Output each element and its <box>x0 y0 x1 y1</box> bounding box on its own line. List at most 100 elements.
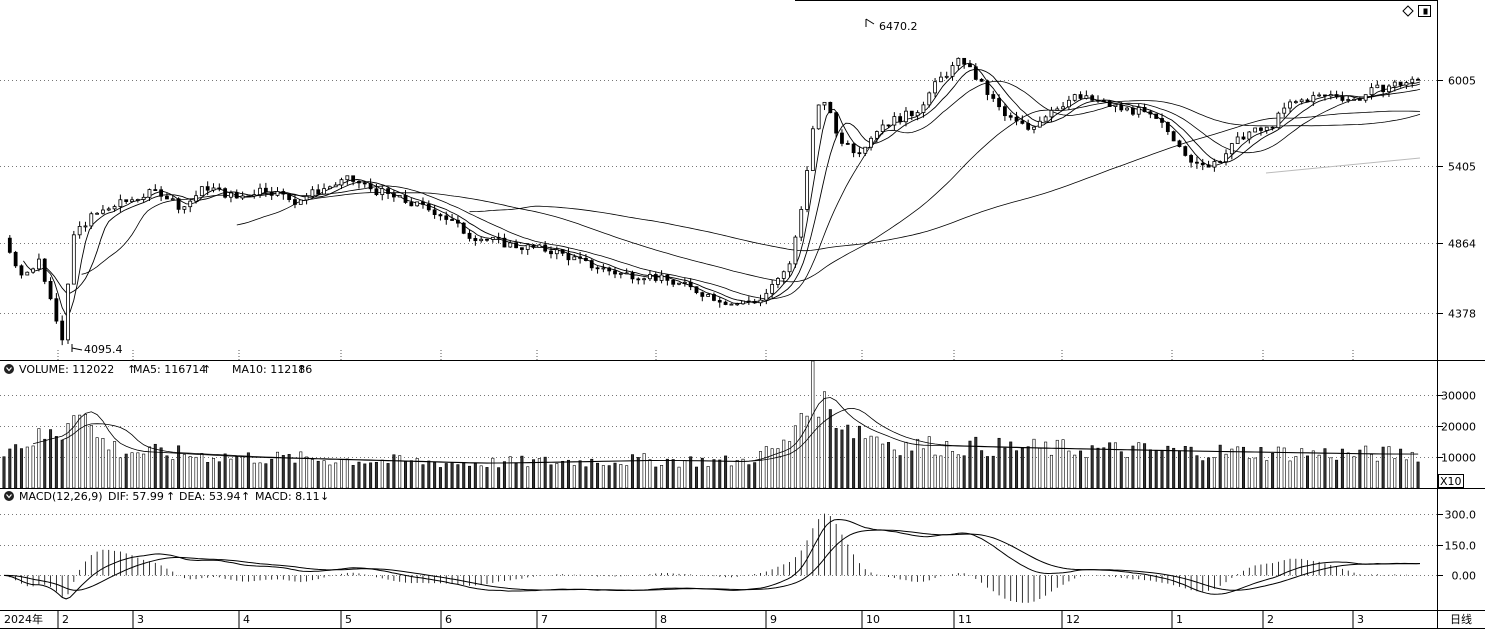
price-candle <box>54 298 59 322</box>
volume-bar <box>462 462 466 489</box>
price-candle <box>135 199 140 201</box>
price-candle <box>1381 84 1386 93</box>
volume-bar <box>66 423 70 489</box>
x-tick-label: 2 <box>1267 613 1274 626</box>
volume-bar <box>793 425 797 489</box>
price-candle <box>1195 161 1199 164</box>
price-candle <box>525 244 530 250</box>
volume-bar <box>1026 446 1030 489</box>
price-candle <box>1317 94 1322 97</box>
price-candle <box>816 104 821 130</box>
x-tick-label: 2024年 <box>4 612 43 626</box>
volume-ma5: MA5: 116714 <box>133 363 206 376</box>
volume-bar <box>1032 438 1036 489</box>
volume-bar <box>1102 447 1106 489</box>
ma5-arrow-icon: ↑ <box>202 363 211 376</box>
volume-bar <box>857 425 861 489</box>
price-candle <box>60 320 65 341</box>
price-candle <box>130 199 134 202</box>
macd-dea: DEA: 53.94 <box>179 490 240 503</box>
volume-bar <box>939 455 943 489</box>
volume-bar <box>1055 439 1059 489</box>
volume-bar <box>520 455 524 489</box>
volume-bar <box>479 465 483 489</box>
price-candle <box>857 152 862 155</box>
price-candle <box>339 179 344 186</box>
price-candle <box>1078 94 1083 99</box>
volume-bar <box>887 442 891 489</box>
x-tick-label: 3 <box>1357 613 1364 626</box>
macd-value: MACD: 8.11 <box>255 490 320 503</box>
volume-bar <box>776 448 780 489</box>
price-candle <box>426 204 431 211</box>
price-candle <box>1253 127 1258 133</box>
volume-bar <box>1003 447 1007 489</box>
price-candle <box>240 195 245 199</box>
volume-bar <box>433 462 437 489</box>
volume-bar <box>398 455 402 489</box>
price-candle <box>159 189 164 197</box>
price-candle <box>13 251 18 267</box>
price-candle <box>1189 155 1194 163</box>
price-candle <box>828 101 833 114</box>
volume-bar <box>828 409 832 489</box>
price-candle <box>1032 126 1036 130</box>
volume-bar <box>945 441 949 489</box>
price-candle <box>1282 107 1287 114</box>
price-candle <box>48 281 53 300</box>
volume-bar <box>1166 445 1170 489</box>
volume-bar <box>718 459 722 489</box>
volume-bar <box>241 456 245 489</box>
volume-bar <box>1323 448 1327 489</box>
price-candle <box>979 78 984 82</box>
diamond-icon[interactable] <box>1402 5 1414 17</box>
volume-bar <box>1247 458 1251 489</box>
volume-bar <box>1143 443 1147 489</box>
volume-bar <box>823 391 827 489</box>
macd-tick-label: 150.0 <box>1445 540 1477 553</box>
macd-dif: DIF: 57.99 <box>108 490 164 503</box>
price-candle <box>473 238 478 242</box>
price-candle <box>403 195 408 203</box>
volume-bar <box>747 464 751 489</box>
price-candle <box>1247 131 1252 140</box>
price-candle <box>1387 85 1391 93</box>
price-candle <box>194 195 198 202</box>
x-tick-label: 7 <box>541 613 548 626</box>
period-label[interactable]: 日线 <box>1450 612 1472 626</box>
price-candle <box>1328 94 1333 97</box>
price-candle <box>1090 95 1095 101</box>
volume-collapse-icon[interactable] <box>4 364 14 374</box>
price-candle <box>869 137 873 148</box>
price-candle <box>391 193 396 198</box>
price-candle <box>316 189 321 195</box>
volume-bar <box>1195 455 1199 489</box>
volume-bar <box>1073 454 1077 489</box>
volume-bar <box>526 466 530 489</box>
volume-bar <box>572 465 576 489</box>
price-candle <box>386 188 390 194</box>
volume-bar <box>1148 449 1152 489</box>
x-tick-label: 4 <box>243 613 250 626</box>
volume-bar <box>1090 445 1094 489</box>
volume-bar <box>549 464 553 489</box>
volume-unit-box: X10 <box>1438 474 1464 488</box>
macd-panel <box>0 513 1437 603</box>
window-icon[interactable] <box>1418 5 1431 17</box>
x-tick-label: 12 <box>1066 613 1080 626</box>
low-annotation: 4095.4 <box>71 343 123 356</box>
macd-collapse-icon[interactable] <box>4 491 14 501</box>
price-candle <box>333 184 338 188</box>
price-candle <box>560 249 565 254</box>
price-candle <box>1037 120 1042 128</box>
volume-bar <box>729 465 733 489</box>
price-candle <box>71 234 76 285</box>
volume-bar <box>985 456 989 489</box>
volume-bar <box>1399 448 1403 489</box>
macd-tick-label: 0.00 <box>1452 570 1477 583</box>
price-candle <box>712 294 716 301</box>
price-candle <box>1020 120 1025 124</box>
price-candle <box>834 112 839 134</box>
volume-bar <box>1282 447 1286 489</box>
price-candle <box>1357 98 1362 101</box>
